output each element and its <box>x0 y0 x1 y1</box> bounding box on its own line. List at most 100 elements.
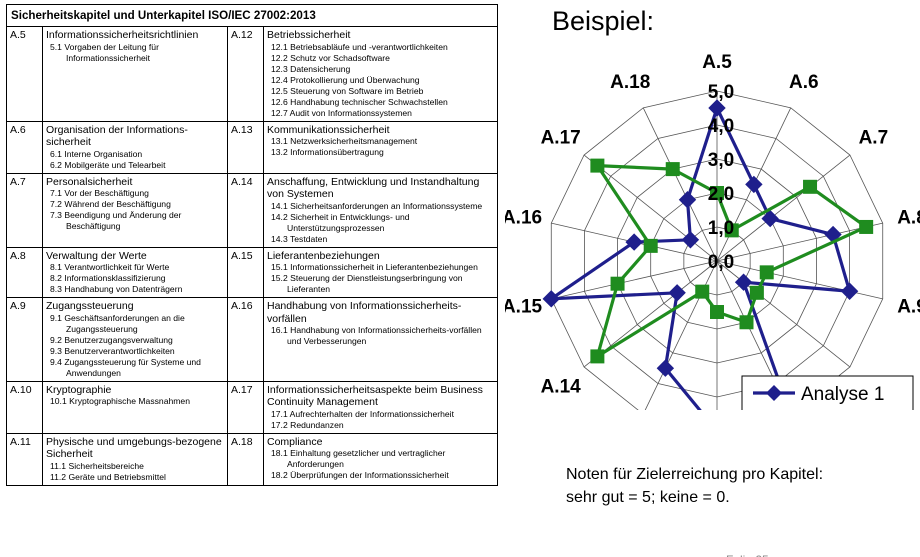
chapter-cell: Informationssicherheitsaspekte beim Busi… <box>262 380 499 434</box>
subchapter-item: 14.3 Testdaten <box>271 233 328 244</box>
chapter-id: A.9 <box>6 297 43 382</box>
series-point-2 <box>590 158 605 173</box>
axis-label: A.14 <box>541 377 582 398</box>
chapter-id: A.12 <box>227 26 264 122</box>
grid-ring <box>550 90 884 410</box>
series-point-1 <box>668 284 686 302</box>
series-point-2 <box>803 179 818 194</box>
subchapter-item: 7.3 Beendigung und Änderung der Beschäft… <box>50 210 182 231</box>
axis-label: A.17 <box>541 127 581 148</box>
series-point-2 <box>749 285 764 300</box>
series-point-2 <box>710 186 724 200</box>
footer-fragment: Folie 25 <box>726 553 769 557</box>
series-point-2 <box>859 219 874 234</box>
series-point-1 <box>542 290 560 308</box>
subchapter-item: 14.2 Sicherheit in Entwicklungs- und Unt… <box>271 211 410 233</box>
subchapter-item: 6.1 Interne Organisation <box>50 148 143 159</box>
subchapter-list: 9.1 Geschäftsanforderungen an die Zugang… <box>46 313 224 379</box>
tick-label: 2,0 <box>708 184 734 205</box>
series-line-1 <box>549 106 852 410</box>
chapter-cell: Handhabung von Informationssicherheits-v… <box>262 297 499 382</box>
series-point-2 <box>695 284 710 299</box>
chapter-cell: Compliance 18.1 Einhaltung gesetzlicher u… <box>262 432 499 486</box>
chapter-title: Organisation der Informations-sicherheit <box>46 123 188 149</box>
legend-marker-1 <box>766 385 782 401</box>
series-point-2 <box>590 349 605 364</box>
subchapter-item: 8.1 Verantwortlichkeit für Werte <box>50 262 170 272</box>
chapter-title: Personalsicherheit <box>46 175 133 188</box>
series-point-2 <box>643 238 658 253</box>
chapter-id: A.15 <box>227 246 264 298</box>
chapter-cell: Zugangssteuerung 9.1 Geschäftsanforderung… <box>42 297 228 382</box>
subchapter-item: 13.2 Informationsübertragung <box>271 147 384 157</box>
chapter-title: Kryptographie <box>46 383 112 396</box>
subchapter-item: 12.4 Protokollierung und Überwachung <box>271 74 420 85</box>
subchapter-item: 12.3 Datensicherung <box>271 63 351 74</box>
subchapter-item: 8.3 Handhabung von Datenträgern <box>50 284 183 294</box>
axis-label: A.18 <box>610 72 650 93</box>
chapter-id: A.11 <box>6 432 43 486</box>
chapter-id: A.14 <box>227 172 264 248</box>
subchapter-item: 15.2 Steuerung der Dienstleistungserbrin… <box>271 273 463 294</box>
subchapter-item: 17.2 Redundanzen <box>271 419 344 430</box>
subchapter-list: 6.1 Interne Organisation 6.2 Mobilgeräte … <box>46 149 224 171</box>
chapter-id: A.13 <box>227 120 264 174</box>
tick-label: 5,0 <box>708 82 734 103</box>
series-point-2 <box>610 276 625 291</box>
series-point-2 <box>724 223 739 238</box>
subchapter-list: 11.1 Sicherheitsbereiche 11.2 Geräte und … <box>46 461 224 483</box>
grid-spoke <box>551 260 718 300</box>
chapter-title: Informationssicherheitsrichtlinien <box>46 29 199 41</box>
chapter-cell: Kryptographie 10.1 Kryptographische Massn… <box>42 380 228 434</box>
axis-label: A.6 <box>789 72 819 93</box>
tick-label: 3,0 <box>708 150 734 171</box>
subchapter-item: 13.1 Netzwerksicherheitsmanagement <box>271 136 418 146</box>
example-title: Beispiel: <box>552 6 655 36</box>
chapter-title: Informationssicherheitsaspekte beim Busi… <box>267 383 483 409</box>
footer-fragment-text: Folie 25 <box>726 553 769 557</box>
tick-label: 0,0 <box>708 252 734 273</box>
subchapter-item: 5.1 Vorgaben der Leitung für Information… <box>50 41 159 63</box>
chapter-id: A.18 <box>227 432 264 486</box>
subchapter-item: 14.1 Sicherheitsanforderungen an Informa… <box>271 200 483 211</box>
series-point-1 <box>681 231 700 249</box>
grid-spoke <box>716 222 883 262</box>
subchapter-list: 10.1 Kryptographische Massnahmen <box>46 396 224 407</box>
chapter-cell: Anschaffung, Entwicklung und Instandhalt… <box>262 172 499 248</box>
subchapter-list: 5.1 Vorgaben der Leitung für Information… <box>46 42 224 64</box>
notes-line-2: sehr gut = 5; keine = 0. <box>566 489 730 506</box>
axis-label: A.5 <box>702 52 732 73</box>
subchapter-item: 12.1 Betriebsabläufe und -verantwortlich… <box>271 41 448 52</box>
series-point-1 <box>734 273 753 291</box>
chapter-id: A.10 <box>6 380 43 434</box>
chapter-cell: Organisation der Informations-sicherheit… <box>42 120 228 174</box>
subchapter-list: 13.1 Netzwerksicherheitsmanagement 13.2 I… <box>267 136 494 158</box>
subchapter-item: 12.5 Steuerung von Software im Betrieb <box>271 85 424 96</box>
chapter-title: Handhabung von Informationssicherheits-v… <box>267 300 462 325</box>
axis-label: A.9 <box>897 297 920 318</box>
chapter-id: A.6 <box>6 120 43 174</box>
chapter-title: Verwaltung der Werte <box>46 249 147 262</box>
table-row: A.8 Verwaltung der Werte 8.1 Verantwortlic… <box>6 246 499 298</box>
subchapter-item: 18.2 Überprüfungen der Informationssiche… <box>271 470 449 480</box>
chapter-title: Betriebssicherheit <box>267 29 351 41</box>
table-row: A.6 Organisation der Informations-sicherh… <box>6 120 499 174</box>
chapter-cell: Lieferantenbeziehungen 15.1 Informationss… <box>262 246 499 298</box>
chapter-title: Anschaffung, Entwicklung und Instandhalt… <box>267 175 480 201</box>
subchapter-list: 18.1 Einhaltung gesetzlicher und vertrag… <box>267 448 494 481</box>
chapter-cell: Informationssicherheitsrichtlinien 5.1 Vo… <box>42 26 228 122</box>
series-point-1 <box>625 233 643 251</box>
series-point-1 <box>840 282 859 300</box>
chapter-cell: Personalsicherheit 7.1 Vor der Beschäftig… <box>42 172 228 248</box>
series-point-1 <box>708 99 726 117</box>
grid-spoke <box>716 260 851 368</box>
series-point-2 <box>759 265 774 280</box>
grid-spoke <box>642 107 718 262</box>
table-row: A.11 Physische und umgebungs-bezogene Sic… <box>6 432 499 486</box>
subchapter-item: 6.2 Mobilgeräte und Telearbeit <box>50 159 166 170</box>
legend-label-1: Analyse 1 <box>801 384 884 405</box>
chapter-id: A.7 <box>6 172 43 248</box>
table-row: A.10 Kryptographie 10.1 Kryptographische M… <box>6 380 499 434</box>
table-header: Sicherheitskapitel und Unterkapitel ISO/… <box>5 4 499 27</box>
subchapter-item: 7.2 Während der Beschäftigung <box>50 199 171 209</box>
